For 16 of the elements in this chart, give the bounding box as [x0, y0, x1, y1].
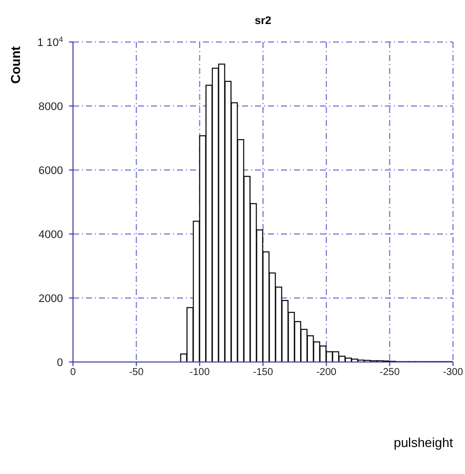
x-axis-title: pulsheight	[394, 435, 454, 450]
y-tick-label: 8000	[38, 101, 63, 113]
x-tick-label: -200	[316, 367, 337, 378]
x-tick-label: -100	[190, 367, 210, 378]
y-tick-label: 4000	[38, 229, 63, 241]
x-tick-label: -50	[129, 367, 144, 378]
x-tick-label: 0	[70, 367, 76, 378]
chart-title: sr2	[254, 15, 272, 27]
y-axis-title: Count	[8, 46, 23, 84]
y-tick-label: 2000	[38, 293, 63, 305]
x-tick-label: -250	[380, 367, 400, 378]
x-tick-label: -150	[252, 367, 274, 378]
y-tick-label: 1 10$^{4}$	[37, 34, 64, 49]
y-tick-label: 6000	[38, 165, 63, 177]
y-tick-label: 0	[56, 357, 63, 369]
x-tick-label: -300	[442, 367, 464, 378]
